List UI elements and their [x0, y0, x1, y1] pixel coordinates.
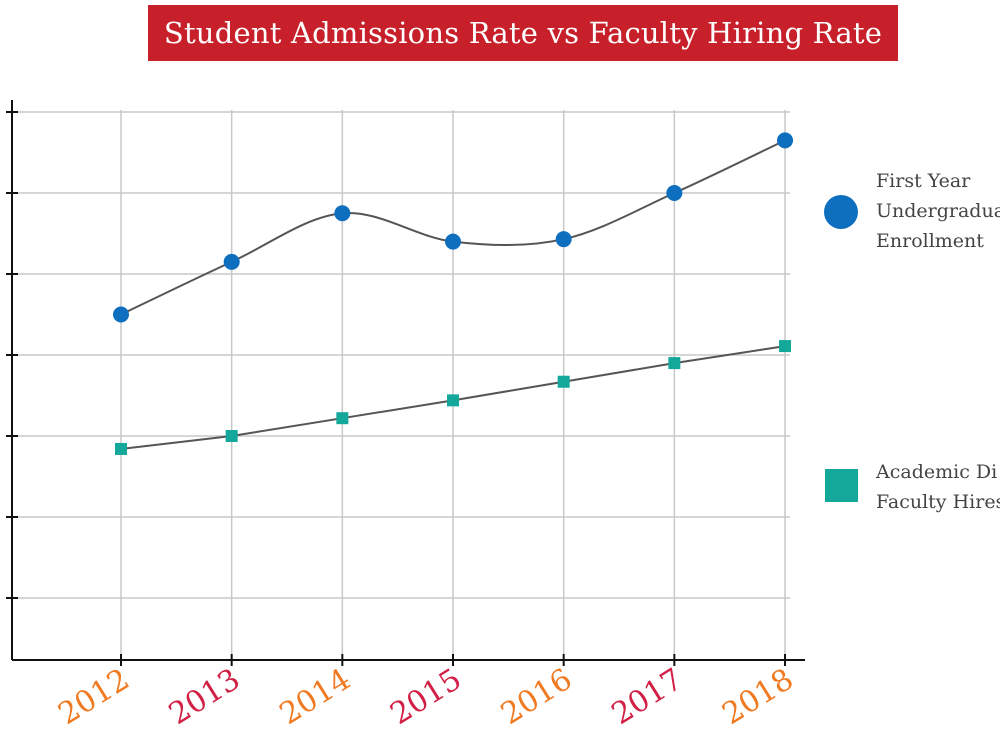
axes [6, 100, 805, 666]
legend-marker-faculty-hires [825, 469, 858, 502]
x-tick-label: 2018 [716, 662, 799, 732]
data-point [115, 442, 127, 455]
data-point [666, 185, 683, 201]
data-point [555, 231, 572, 248]
legend-line: First Year [876, 170, 971, 192]
data-point [334, 205, 351, 222]
x-tick-label: 2015 [384, 662, 467, 732]
legend-label-enrollment: First Year Undergradua Enrollment [876, 166, 1000, 256]
data-point [445, 233, 462, 250]
legend-line: Academic Di [876, 461, 998, 483]
data-point [336, 412, 349, 425]
legend-marker-enrollment [824, 195, 858, 229]
x-tick-label: 2017 [606, 662, 689, 732]
data-point [668, 357, 681, 370]
legend-line: Faculty Hires [876, 491, 1000, 513]
data-point [777, 132, 794, 149]
legend-label-faculty-hires: Academic Di Faculty Hires [876, 457, 1000, 517]
data-point [779, 340, 792, 353]
chart-title: Student Admissions Rate vs Faculty Hirin… [148, 5, 898, 61]
legend-line: Enrollment [876, 230, 984, 252]
legend-line: Undergradua [876, 200, 1000, 222]
data-point [225, 430, 238, 442]
data-point [113, 306, 129, 323]
series-markers [113, 132, 794, 455]
x-tick-labels: 2012 2013 2014 2015 2016 2017 2018 [52, 662, 799, 732]
data-point [447, 394, 460, 407]
data-point [223, 253, 240, 270]
x-tick-label: 2012 [52, 662, 135, 732]
data-point [557, 375, 570, 388]
x-tick-label: 2014 [274, 662, 357, 732]
x-tick-label: 2013 [163, 662, 246, 732]
x-tick-label: 2016 [495, 662, 578, 732]
